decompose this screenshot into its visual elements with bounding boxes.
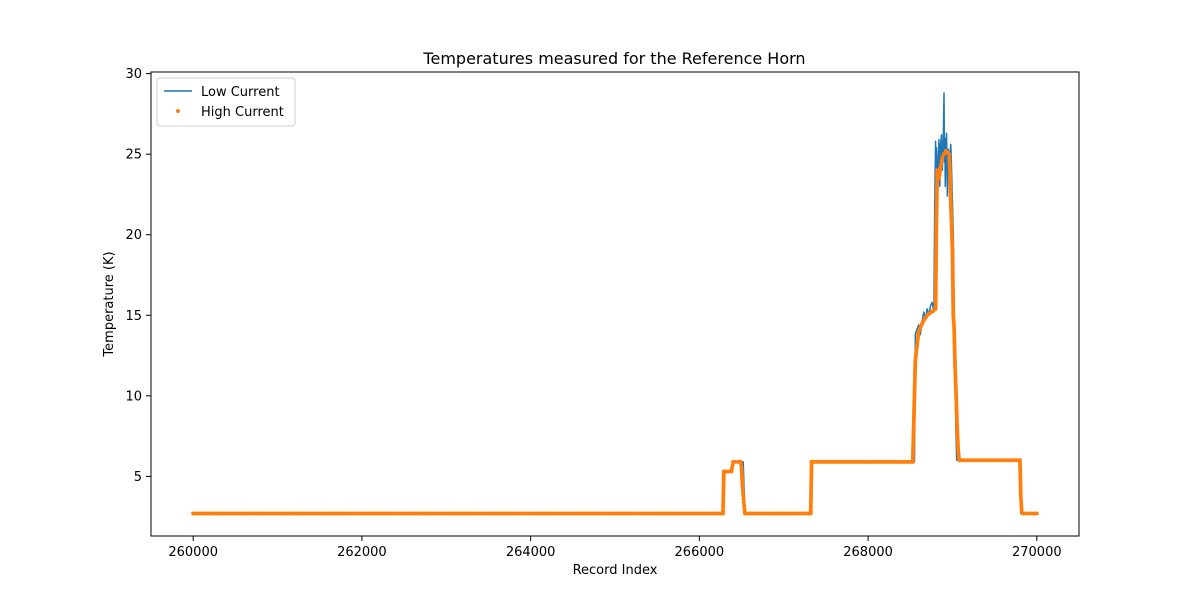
y-tick-label: 10 xyxy=(125,389,142,404)
high-current-point xyxy=(1026,511,1031,516)
legend-box xyxy=(156,77,296,127)
high-current-point xyxy=(1019,508,1024,513)
high-current-point xyxy=(741,496,746,501)
high-current-point xyxy=(1020,511,1025,516)
high-current-point xyxy=(729,469,734,474)
high-current-point xyxy=(1018,493,1023,498)
y-tick-label: 30 xyxy=(125,67,142,82)
high-current-point xyxy=(942,152,947,157)
high-current-point xyxy=(1019,505,1024,510)
high-current-points xyxy=(191,148,1039,516)
plot-frame xyxy=(150,71,1080,537)
y-tick-label: 25 xyxy=(125,148,142,163)
y-axis: 5 10 15 20 25 30 xyxy=(125,67,151,485)
chart-title: Temperatures measured for the Reference … xyxy=(422,49,805,68)
x-tick-label: 268000 xyxy=(843,545,893,560)
x-tick-label: 266000 xyxy=(675,545,725,560)
x-axis-label: Record Index xyxy=(573,563,658,578)
high-current-point xyxy=(741,493,746,498)
x-tick-label: 260000 xyxy=(168,545,218,560)
high-current-point xyxy=(1019,499,1024,504)
legend: Low Current High Current xyxy=(156,77,296,127)
high-current-point xyxy=(1034,511,1039,516)
legend-low-current-label: Low Current xyxy=(201,85,280,100)
high-current-point xyxy=(1029,511,1034,516)
high-current-point xyxy=(730,463,735,468)
high-current-point xyxy=(1031,511,1036,516)
x-tick-label: 270000 xyxy=(1012,545,1062,560)
high-current-point xyxy=(940,155,945,160)
y-tick-label: 15 xyxy=(125,309,142,324)
high-current-point xyxy=(1023,511,1028,516)
y-tick-label: 20 xyxy=(125,228,142,243)
legend-high-current-label: High Current xyxy=(201,105,284,120)
high-current-point xyxy=(738,459,743,464)
high-current-point xyxy=(729,466,734,471)
y-tick-label: 5 xyxy=(134,470,142,485)
legend-high-current-swatch xyxy=(176,109,180,113)
high-current-point xyxy=(741,500,746,505)
y-axis-label: Temperature (K) xyxy=(102,251,117,357)
high-current-point xyxy=(1019,502,1024,507)
high-current-point xyxy=(938,165,943,170)
high-current-point xyxy=(939,161,944,166)
high-current-point xyxy=(1018,496,1023,501)
x-axis: 260000 262000 264000 266000 268000 270000 xyxy=(168,536,1062,560)
high-current-point xyxy=(939,158,944,163)
x-tick-label: 264000 xyxy=(506,545,556,560)
x-tick-label: 262000 xyxy=(337,545,387,560)
high-current-point xyxy=(739,463,744,468)
